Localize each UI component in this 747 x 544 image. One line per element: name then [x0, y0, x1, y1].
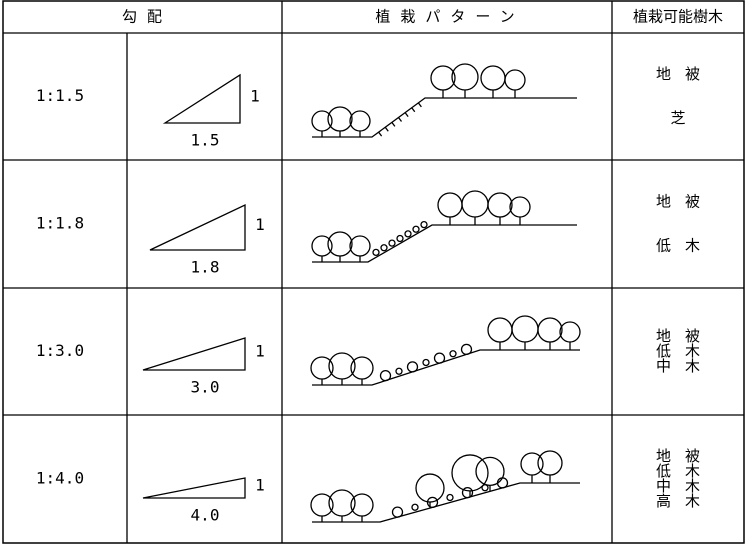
ground-line	[312, 349, 580, 386]
header-pattern: 植栽パターン	[375, 8, 524, 26]
tree-crown	[451, 63, 479, 91]
plantable-tree: 地被	[656, 327, 714, 345]
tree-crown	[537, 450, 563, 476]
tree-crown	[350, 493, 374, 517]
slope-ratio: 1:1.5	[36, 86, 84, 105]
tree-crown	[311, 235, 333, 257]
slope-ratio: 1:3.0	[36, 341, 84, 360]
tree-crown	[487, 192, 513, 218]
plantable-tree: 低木	[656, 462, 714, 480]
header-slope: 勾配	[122, 8, 172, 26]
slope-triangle	[162, 73, 241, 124]
slope-triangle	[142, 477, 246, 499]
turf-mark	[384, 126, 389, 132]
shrub	[372, 248, 380, 257]
shrub	[395, 367, 403, 375]
tree-crown	[537, 317, 563, 343]
shrub	[380, 244, 388, 252]
tree-crown	[328, 489, 356, 517]
tree-crown	[437, 192, 463, 218]
plantable-tree: 芝	[670, 109, 699, 127]
slope-ratio: 1:4.0	[36, 469, 84, 488]
base-label: 3.0	[191, 378, 220, 397]
header-trees: 植栽可能樹木	[633, 8, 723, 26]
tree-crown	[349, 110, 371, 132]
turf-mark	[417, 102, 422, 108]
plantable-tree: 地被	[656, 193, 714, 211]
tree-crown	[349, 235, 371, 257]
tree-crown	[461, 190, 489, 218]
shrub	[446, 493, 454, 502]
shrub	[411, 503, 419, 511]
tree-crown	[520, 452, 544, 476]
shrub	[406, 361, 419, 373]
shrub	[449, 350, 457, 358]
shrub	[420, 220, 428, 229]
tree-crown	[509, 196, 531, 218]
tree-crown	[504, 69, 526, 91]
tree-crown	[559, 321, 581, 343]
shrub	[396, 234, 404, 243]
tree-crown	[430, 65, 456, 91]
tree-crown	[310, 356, 334, 380]
plantable-tree: 地被	[656, 447, 714, 465]
turf-mark	[391, 121, 396, 127]
base-label: 4.0	[191, 506, 220, 525]
base-label: 1.8	[191, 258, 220, 277]
height-label: 1	[250, 87, 260, 106]
turf-mark	[411, 107, 416, 113]
tree-crown	[487, 317, 513, 343]
height-label: 1	[255, 476, 265, 495]
plantable-tree: 高木	[656, 492, 714, 510]
shrub	[461, 486, 474, 499]
shrub	[422, 358, 430, 367]
shrub	[404, 230, 412, 238]
height-label: 1	[255, 342, 265, 361]
turf-mark	[404, 112, 409, 118]
slope-triangle	[142, 337, 246, 371]
tree-crown	[327, 106, 353, 132]
shrub	[460, 343, 473, 356]
shrub	[388, 239, 396, 247]
shrub	[391, 506, 404, 518]
tree-crown	[480, 65, 506, 91]
tree-crown	[451, 454, 489, 492]
turf-mark	[397, 117, 403, 122]
tree-crown	[415, 473, 445, 503]
shrub	[412, 225, 420, 233]
plantable-tree: 中木	[656, 477, 714, 495]
shrub	[379, 369, 392, 382]
plantable-tree: 低木	[656, 237, 714, 255]
plantable-tree: 低木	[656, 342, 714, 360]
tree-crown	[327, 231, 353, 257]
tree-crown	[328, 352, 356, 380]
tree-crown	[511, 315, 539, 343]
tree-crown	[310, 493, 334, 517]
slope-triangle	[149, 203, 246, 251]
tree-crown	[475, 456, 505, 487]
turf-mark	[378, 131, 383, 137]
tree-crown	[350, 356, 374, 380]
ground-line	[312, 482, 580, 523]
height-label: 1	[255, 215, 265, 234]
base-label: 1.5	[191, 131, 220, 150]
slope-ratio: 1:1.8	[36, 214, 84, 233]
plantable-tree: 中木	[656, 357, 714, 375]
shrub	[433, 352, 446, 364]
plantable-tree: 地被	[656, 65, 714, 83]
tree-crown	[311, 110, 333, 132]
